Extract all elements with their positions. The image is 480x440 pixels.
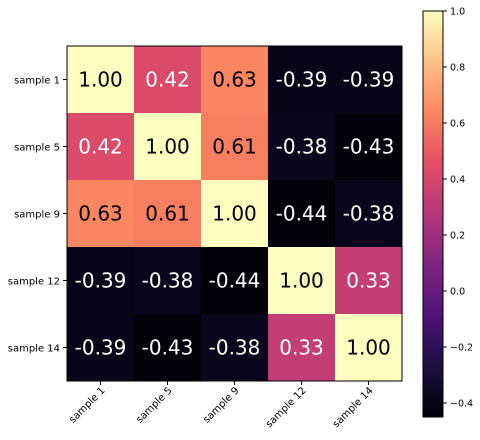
heatmap-cell <box>268 247 336 315</box>
cell-value-label: 1.00 <box>212 202 257 226</box>
cell-value-label: -0.38 <box>276 135 328 159</box>
heatmap-cell <box>67 113 135 181</box>
x-tick-label: sample 14 <box>331 385 376 430</box>
cell-value-label: 0.42 <box>145 68 190 92</box>
cell-value-label: 0.63 <box>212 68 257 92</box>
cell-value-label: -0.38 <box>209 336 261 360</box>
heatmap-cell <box>201 113 269 181</box>
heatmap-cell <box>335 113 403 181</box>
cell-value-label: 1.00 <box>279 269 324 293</box>
heatmap-cell <box>268 314 336 382</box>
cell-value-label: -0.38 <box>142 269 194 293</box>
x-tick-label: sample 12 <box>264 385 309 430</box>
cell-value-label: -0.43 <box>343 135 395 159</box>
heatmap-cell <box>268 46 336 114</box>
heatmap-cells <box>67 46 403 382</box>
cell-value-label: -0.39 <box>276 68 328 92</box>
y-tick-label: sample 5 <box>14 143 60 154</box>
colorbar-tick-label: 0.6 <box>450 119 465 130</box>
heatmap-cell <box>335 247 403 315</box>
x-tick-label: sample 1 <box>67 385 107 425</box>
heatmap-cell <box>268 180 336 248</box>
heatmap-cell <box>134 113 202 181</box>
heatmap-cell <box>67 46 135 114</box>
x-tick-label: sample 9 <box>201 385 241 425</box>
cell-value-label: -0.44 <box>209 269 261 293</box>
y-tick-label: sample 9 <box>14 210 60 221</box>
cell-value-label: -0.43 <box>142 336 194 360</box>
colorbar-tick-label: 1.0 <box>450 7 465 18</box>
heatmap-cell <box>268 113 336 181</box>
y-tick-label: sample 14 <box>8 344 60 355</box>
cell-value-label: 1.00 <box>78 68 123 92</box>
cell-value-label: 0.33 <box>346 269 391 293</box>
colorbar-tick-label: 0.4 <box>450 175 465 186</box>
heatmap-cell <box>201 180 269 248</box>
heatmap-cell <box>201 46 269 114</box>
cell-value-label: -0.39 <box>75 269 127 293</box>
cell-value-label: -0.44 <box>276 202 328 226</box>
heatmap-cell-labels: 1.00 0.42 0.63 -0.39 -0.390.42 1.00 0.61 -0.38-… <box>75 68 395 360</box>
y-tick-label: sample 1 <box>14 76 60 87</box>
heatmap-cell <box>67 180 135 248</box>
cell-value-label: 0.42 <box>78 135 123 159</box>
heatmap-cell <box>335 180 403 248</box>
y-tick-label: sample 12 <box>8 277 60 288</box>
y-axis: sample 1 sample 5 sample 9 sample 12 sample … <box>8 76 67 355</box>
colorbar-tick-label: 0.0 <box>450 287 465 298</box>
heatmap-cell <box>335 46 403 114</box>
cell-value-label: -0.39 <box>343 68 395 92</box>
heatmap-cell <box>134 46 202 114</box>
colorbar-tick-label: −0.4 <box>450 399 473 410</box>
cell-value-label: 0.61 <box>212 135 257 159</box>
x-tick-label: sample 5 <box>134 385 174 425</box>
colorbar: 1.0 0.8 0.6 0.4 0.2 0.0 −0.2 −0.4 <box>422 7 473 418</box>
cell-value-label: 0.33 <box>279 336 324 360</box>
colorbar-gradient <box>422 10 444 418</box>
x-axis: sample 1 sample 5 sample 9 sample 12 sample … <box>67 381 376 430</box>
cell-value-label: 0.61 <box>145 202 190 226</box>
colorbar-tick-label: −0.2 <box>450 343 473 354</box>
heatmap-cell <box>201 314 269 382</box>
heatmap-cell <box>201 247 269 315</box>
heatmap-cell <box>134 180 202 248</box>
cell-value-label: -0.39 <box>75 336 127 360</box>
colorbar-tick-label: 0.8 <box>450 63 465 74</box>
heatmap-cell <box>335 314 403 382</box>
cell-value-label: -0.38 <box>343 202 395 226</box>
cell-value-label: 1.00 <box>145 135 190 159</box>
heatmap-cell <box>67 247 135 315</box>
cell-value-label: 1.00 <box>346 336 391 360</box>
cell-value-label: 0.63 <box>78 202 123 226</box>
heatmap-cell <box>134 314 202 382</box>
heatmap-cell <box>67 314 135 382</box>
colorbar-tick-label: 0.2 <box>450 231 465 242</box>
heatmap-cell <box>134 247 202 315</box>
